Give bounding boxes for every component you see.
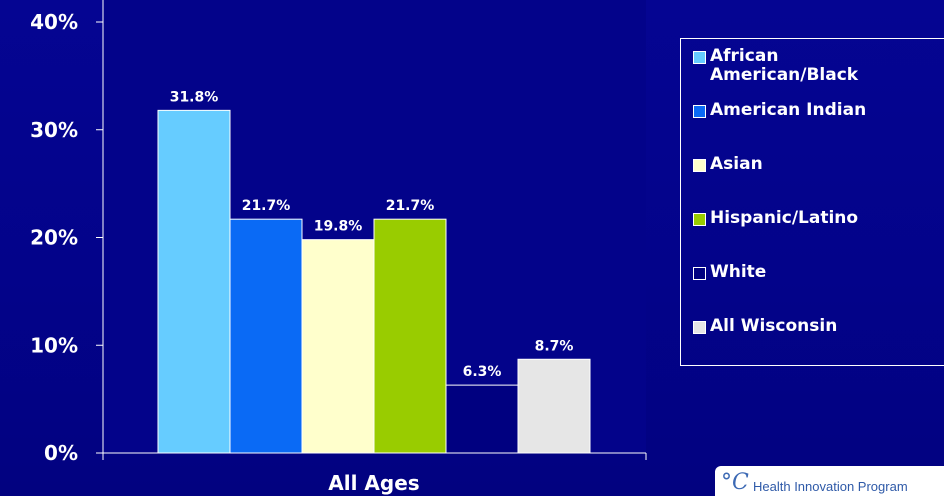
legend-item: African American/Black	[693, 47, 858, 85]
legend-label: All Wisconsin	[710, 316, 838, 336]
legend-item: Hispanic/Latino	[693, 209, 858, 228]
legend-swatch	[693, 213, 706, 226]
bar-data-label: 8.7%	[535, 338, 574, 354]
y-tick-label: 0%	[44, 441, 78, 465]
bar-data-label: 19.8%	[314, 219, 363, 235]
legend-swatch	[693, 267, 706, 280]
legend-swatch	[693, 51, 706, 64]
legend-item: All Wisconsin	[693, 317, 837, 336]
legend-label: African American/Black	[710, 46, 859, 85]
bar-white	[445, 384, 519, 454]
y-tick-label: 40%	[30, 10, 78, 34]
legend-label: White	[710, 262, 767, 282]
legend-label: American Indian	[710, 100, 867, 120]
legend-item: American Indian	[693, 101, 866, 120]
x-category-label: All Ages	[328, 471, 419, 495]
health-innovation-logo: °C Health Innovation Program	[715, 466, 944, 496]
legend-swatch	[693, 159, 706, 172]
legend-swatch	[693, 105, 706, 118]
bar-data-label: 21.7%	[386, 198, 435, 214]
legend-label: Hispanic/Latino	[710, 208, 859, 228]
y-tick-label: 20%	[30, 226, 78, 250]
legend-item: White	[693, 263, 766, 282]
y-tick-label: 30%	[30, 118, 78, 142]
legend-item: Asian	[693, 155, 763, 174]
chart-legend: African American/Black American Indian Asi…	[680, 38, 944, 366]
y-tick-label: 10%	[30, 333, 78, 357]
bar-asian	[301, 239, 375, 454]
bar-data-label: 31.8%	[170, 89, 219, 105]
legend-label: Asian	[710, 154, 763, 174]
bars-group	[157, 109, 591, 454]
bar-american-indian	[229, 218, 303, 454]
bar-hispanic-latino	[373, 218, 447, 454]
axes-group	[96, 0, 647, 460]
bar-all-wisconsin	[517, 358, 591, 454]
bar-data-label: 6.3%	[463, 364, 502, 380]
labels-group: 0% 10% 20% 30% 40% 31.8% 21.7% 19.8% 21.7% 6.3% 8.…	[30, 10, 573, 495]
bar-data-label: 21.7%	[242, 198, 291, 214]
bar-african-american-black	[157, 109, 231, 454]
health-innovation-logo-icon: °C	[721, 470, 749, 495]
logo-text: Health Innovation Program	[753, 479, 908, 494]
legend-swatch	[693, 321, 706, 334]
